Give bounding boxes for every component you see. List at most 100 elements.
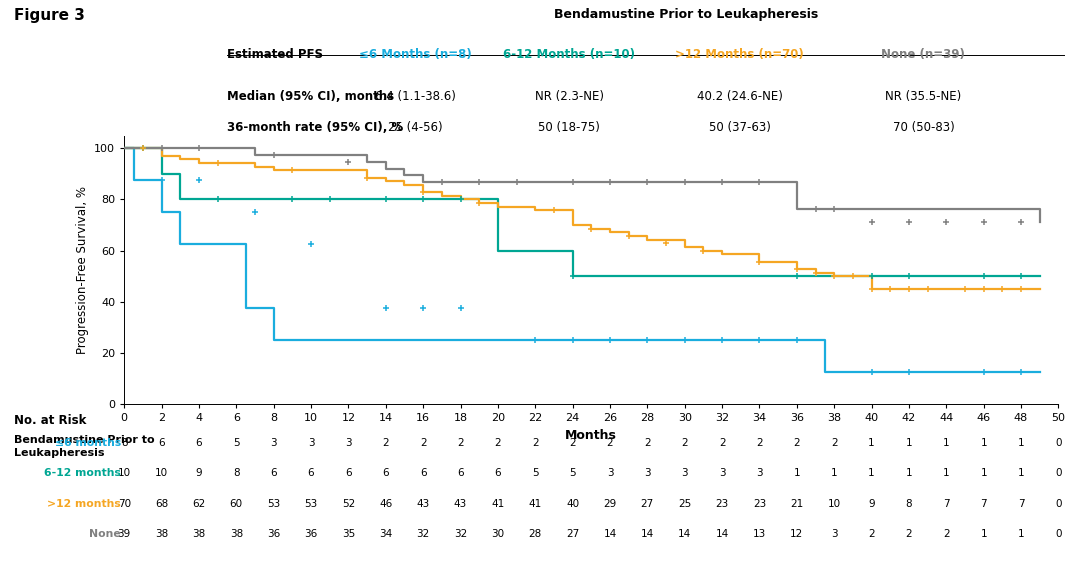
- Text: 2: 2: [382, 438, 389, 448]
- Text: 13: 13: [753, 529, 766, 540]
- Text: 6: 6: [346, 468, 352, 479]
- Text: 0: 0: [1055, 438, 1062, 448]
- Text: None: None: [90, 529, 121, 540]
- Text: 2: 2: [532, 438, 539, 448]
- Text: 6: 6: [195, 438, 202, 448]
- Text: 23: 23: [753, 499, 766, 509]
- Text: 3: 3: [607, 468, 613, 479]
- Text: 2: 2: [457, 438, 463, 448]
- Text: 8: 8: [121, 438, 127, 448]
- Text: 2: 2: [756, 438, 762, 448]
- Text: 6: 6: [159, 438, 165, 448]
- Text: 6: 6: [420, 468, 427, 479]
- Text: 53: 53: [267, 499, 281, 509]
- Text: 3: 3: [756, 468, 762, 479]
- Text: 5: 5: [233, 438, 240, 448]
- Text: 1: 1: [868, 438, 875, 448]
- Text: 1: 1: [831, 468, 837, 479]
- Text: 8: 8: [233, 468, 240, 479]
- Text: 3: 3: [644, 468, 650, 479]
- Text: 0: 0: [1055, 499, 1062, 509]
- Text: 39: 39: [118, 529, 131, 540]
- Text: 38: 38: [192, 529, 205, 540]
- Text: 5: 5: [532, 468, 539, 479]
- Text: 14: 14: [678, 529, 691, 540]
- Text: 52: 52: [341, 499, 355, 509]
- Text: 35: 35: [341, 529, 355, 540]
- Text: Estimated PFS: Estimated PFS: [227, 48, 323, 61]
- Text: 6-12 Months (n=10): 6-12 Months (n=10): [503, 48, 635, 61]
- Text: 0: 0: [1055, 529, 1062, 540]
- Text: 3: 3: [719, 468, 726, 479]
- Text: 23: 23: [715, 499, 729, 509]
- Text: NR (2.3-NE): NR (2.3-NE): [535, 90, 604, 103]
- Text: 29: 29: [604, 499, 617, 509]
- Text: 25 (4-56): 25 (4-56): [389, 121, 443, 134]
- Text: 32: 32: [417, 529, 430, 540]
- Text: 14: 14: [604, 529, 617, 540]
- Text: 36: 36: [305, 529, 318, 540]
- Text: 2: 2: [644, 438, 650, 448]
- Text: 2: 2: [794, 438, 800, 448]
- Text: 1: 1: [868, 468, 875, 479]
- Text: No. at Risk: No. at Risk: [14, 414, 86, 427]
- Text: >12 months: >12 months: [48, 499, 121, 509]
- Text: 2: 2: [831, 438, 837, 448]
- Text: 3: 3: [346, 438, 352, 448]
- Text: 6: 6: [495, 468, 501, 479]
- Text: Bendamustine Prior to
Leukapheresis: Bendamustine Prior to Leukapheresis: [14, 435, 154, 458]
- Text: >12 Months (n=70): >12 Months (n=70): [675, 48, 805, 61]
- Text: 6.4 (1.1-38.6): 6.4 (1.1-38.6): [376, 90, 456, 103]
- Text: 28: 28: [528, 529, 542, 540]
- Text: 70: 70: [118, 499, 131, 509]
- Text: 3: 3: [831, 529, 837, 540]
- Text: 27: 27: [640, 499, 654, 509]
- Text: 43: 43: [454, 499, 468, 509]
- Text: 12: 12: [791, 529, 804, 540]
- Text: 3: 3: [308, 438, 314, 448]
- Text: Median (95% CI), months: Median (95% CI), months: [227, 90, 394, 103]
- Text: 6: 6: [382, 468, 389, 479]
- Text: 62: 62: [192, 499, 205, 509]
- Text: 0: 0: [1055, 468, 1062, 479]
- Y-axis label: Progression-Free Survival, %: Progression-Free Survival, %: [76, 186, 89, 354]
- Text: ≤6 Months (n=8): ≤6 Months (n=8): [360, 48, 472, 61]
- Text: 6: 6: [457, 468, 463, 479]
- Text: ≤6 months: ≤6 months: [55, 438, 121, 448]
- Text: 41: 41: [491, 499, 504, 509]
- Text: 21: 21: [791, 499, 804, 509]
- Text: NR (35.5-NE): NR (35.5-NE): [886, 90, 961, 103]
- Text: 2: 2: [681, 438, 688, 448]
- Text: None (n=39): None (n=39): [881, 48, 966, 61]
- Text: 38: 38: [154, 529, 168, 540]
- Text: 6-12 months: 6-12 months: [44, 468, 121, 479]
- Text: 46: 46: [379, 499, 392, 509]
- Text: 2: 2: [420, 438, 427, 448]
- Text: 1: 1: [981, 529, 987, 540]
- Text: 9: 9: [868, 499, 875, 509]
- Text: 1: 1: [906, 468, 913, 479]
- Text: 25: 25: [678, 499, 691, 509]
- Text: 7: 7: [943, 499, 949, 509]
- Text: 36-month rate (95% CI), %: 36-month rate (95% CI), %: [227, 121, 403, 134]
- Text: 30: 30: [491, 529, 504, 540]
- Text: 6: 6: [270, 468, 276, 479]
- Text: 32: 32: [454, 529, 468, 540]
- Text: 50 (37-63): 50 (37-63): [708, 121, 771, 134]
- Text: 68: 68: [154, 499, 168, 509]
- Text: 14: 14: [640, 529, 654, 540]
- Text: 2: 2: [495, 438, 501, 448]
- Text: 3: 3: [270, 438, 276, 448]
- Text: 10: 10: [118, 468, 131, 479]
- Text: 40: 40: [566, 499, 579, 509]
- Text: 7: 7: [981, 499, 987, 509]
- Text: 53: 53: [305, 499, 318, 509]
- Text: 40.2 (24.6-NE): 40.2 (24.6-NE): [697, 90, 783, 103]
- Text: 36: 36: [267, 529, 281, 540]
- Text: 2: 2: [943, 529, 949, 540]
- Text: 2: 2: [906, 529, 913, 540]
- Text: 7: 7: [1017, 499, 1024, 509]
- Text: 50 (18-75): 50 (18-75): [538, 121, 600, 134]
- Text: 1: 1: [943, 468, 949, 479]
- Text: 1: 1: [981, 438, 987, 448]
